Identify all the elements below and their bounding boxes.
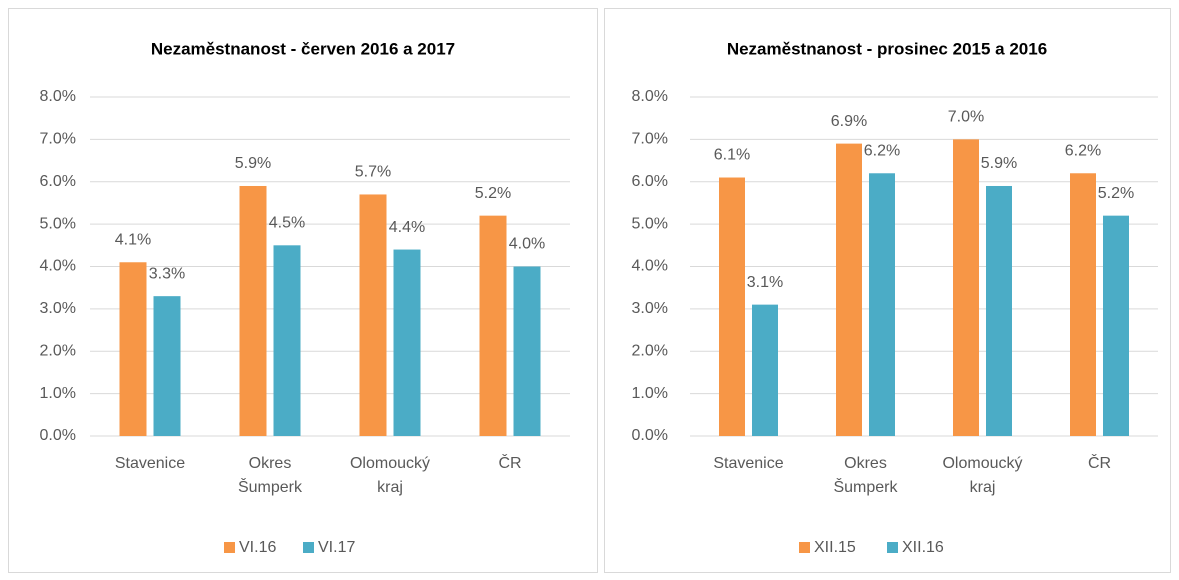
x-tick-label: Stavenice [713, 455, 784, 472]
data-label: 3.1% [747, 274, 783, 291]
y-tick-label: 3.0% [40, 300, 76, 317]
data-label: 6.2% [864, 142, 900, 159]
bar [719, 177, 745, 436]
y-tick-label: 4.0% [632, 258, 668, 275]
bar [836, 143, 862, 437]
y-tick-label: 0.0% [40, 427, 76, 444]
y-tick-label: 2.0% [632, 342, 668, 359]
legend-swatch [799, 542, 810, 553]
bar [513, 266, 541, 436]
x-tick-label: Okres Šumperk [833, 455, 898, 496]
chart-title: Nezaměstnanost - prosinec 2015 a 2016 [727, 39, 1047, 58]
data-label: 4.5% [269, 215, 305, 232]
legend-swatch [224, 542, 235, 553]
chart-title: Nezaměstnanost - červen 2016 a 2017 [151, 39, 455, 58]
x-tick-label: Olomoucký kraj [349, 455, 431, 496]
bar [1103, 215, 1129, 436]
data-label: 5.2% [475, 185, 511, 202]
y-tick-label: 3.0% [632, 300, 668, 317]
bar [953, 139, 979, 436]
y-tick-label: 0.0% [632, 427, 668, 444]
y-tick-label: 5.0% [40, 215, 76, 232]
data-label: 4.4% [389, 219, 425, 236]
x-tick-label: ČR [1087, 455, 1112, 472]
y-tick-label: 6.0% [40, 173, 76, 190]
y-tick-label: 1.0% [632, 385, 668, 402]
bar [1070, 173, 1096, 436]
legend-swatch [887, 542, 898, 553]
data-label: 4.0% [509, 236, 545, 253]
chart-border [8, 8, 598, 573]
chart-border [604, 8, 1171, 573]
y-tick-label: 6.0% [632, 173, 668, 190]
data-label: 4.1% [115, 231, 151, 248]
y-tick-label: 2.0% [40, 342, 76, 359]
bar [119, 262, 147, 436]
bar [393, 249, 421, 436]
bar [359, 194, 387, 436]
x-tick-label: ČR [498, 455, 522, 472]
data-label: 7.0% [948, 109, 984, 126]
bar [273, 245, 301, 436]
legend-label: XII.15 [814, 539, 856, 556]
legend-label: VI.16 [239, 539, 276, 556]
y-tick-label: 7.0% [40, 131, 76, 148]
data-label: 6.9% [831, 113, 867, 130]
legend-swatch [303, 542, 314, 553]
data-label: 6.1% [714, 147, 750, 164]
y-tick-label: 4.0% [40, 258, 76, 275]
data-label: 5.9% [235, 155, 271, 172]
data-label: 5.9% [981, 155, 1017, 172]
data-label: 6.2% [1065, 142, 1101, 159]
x-tick-label: Stavenice [114, 455, 186, 472]
y-tick-label: 8.0% [40, 88, 76, 105]
bar [479, 215, 507, 436]
x-tick-label: Okres Šumperk [237, 455, 303, 496]
y-tick-label: 1.0% [40, 385, 76, 402]
x-tick-label: Olomoucký kraj [942, 455, 1023, 496]
bar [153, 296, 181, 436]
bar [869, 173, 895, 436]
data-label: 5.7% [355, 164, 391, 181]
y-tick-label: 5.0% [632, 215, 668, 232]
y-tick-label: 7.0% [632, 131, 668, 148]
legend-label: XII.16 [902, 539, 944, 556]
data-label: 5.2% [1098, 185, 1134, 202]
bar [986, 185, 1012, 436]
y-tick-label: 8.0% [632, 88, 668, 105]
data-label: 3.3% [149, 265, 185, 282]
legend-label: VI.17 [318, 539, 355, 556]
bar [239, 185, 267, 436]
bar [752, 304, 778, 436]
